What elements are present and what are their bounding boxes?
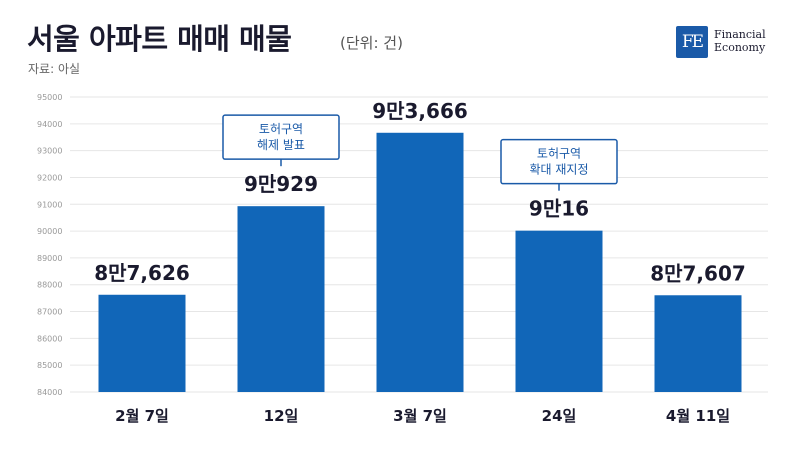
annotation-text: 확대 재지정 xyxy=(529,163,588,177)
y-tick-label: 92000 xyxy=(37,173,62,182)
bar-value-label: 9만3,666 xyxy=(372,99,468,123)
bar-value-label: 9만929 xyxy=(244,172,318,196)
fe-logo-icon: FE xyxy=(676,26,708,58)
x-tick-label: 12일 xyxy=(264,407,299,425)
bar-value-label: 9만16 xyxy=(529,197,589,221)
unit-label: (단위: 건) xyxy=(340,34,403,52)
financial-economy-logo: FE Financial Economy xyxy=(676,26,780,58)
y-tick-label: 93000 xyxy=(37,147,62,156)
bar xyxy=(98,294,186,392)
chart-title: 서울 아파트 매매 매물 xyxy=(27,22,292,56)
y-tick-label: 94000 xyxy=(37,120,62,129)
x-tick-label: 24일 xyxy=(542,407,577,425)
x-tick-label: 2월 7일 xyxy=(115,407,169,425)
bars xyxy=(98,132,742,392)
bar-value-label: 8만7,626 xyxy=(94,261,190,285)
logo-wordmark: Financial Economy xyxy=(714,28,766,54)
y-tick-label: 84000 xyxy=(37,388,62,397)
y-tick-label: 95000 xyxy=(37,93,62,102)
bar xyxy=(654,295,742,392)
annotation-text: 해제 발표 xyxy=(257,138,305,152)
y-tick-label: 87000 xyxy=(37,308,62,317)
labels: 8만7,626 2월 7일 9만929 12일 9만3,666 3월 7일 9만16 24일 8… xyxy=(94,99,746,425)
x-tick-label: 4월 11일 xyxy=(666,407,730,425)
y-tick-label: 85000 xyxy=(37,361,62,370)
bar-value-label: 8만7,607 xyxy=(650,261,746,285)
y-tick-label: 90000 xyxy=(37,227,62,236)
y-tick-label: 91000 xyxy=(37,200,62,209)
y-tick-label: 88000 xyxy=(37,281,62,290)
bar xyxy=(237,206,325,392)
y-tick-label: 86000 xyxy=(37,334,62,343)
source-label: 자료: 아실 xyxy=(28,62,81,76)
annotation-text: 토허구역 xyxy=(537,147,581,161)
y-tick-label: 89000 xyxy=(37,254,62,263)
bar xyxy=(376,132,464,392)
bar xyxy=(515,230,603,392)
x-tick-label: 3월 7일 xyxy=(393,407,447,425)
annotation-text: 토허구역 xyxy=(259,122,303,136)
